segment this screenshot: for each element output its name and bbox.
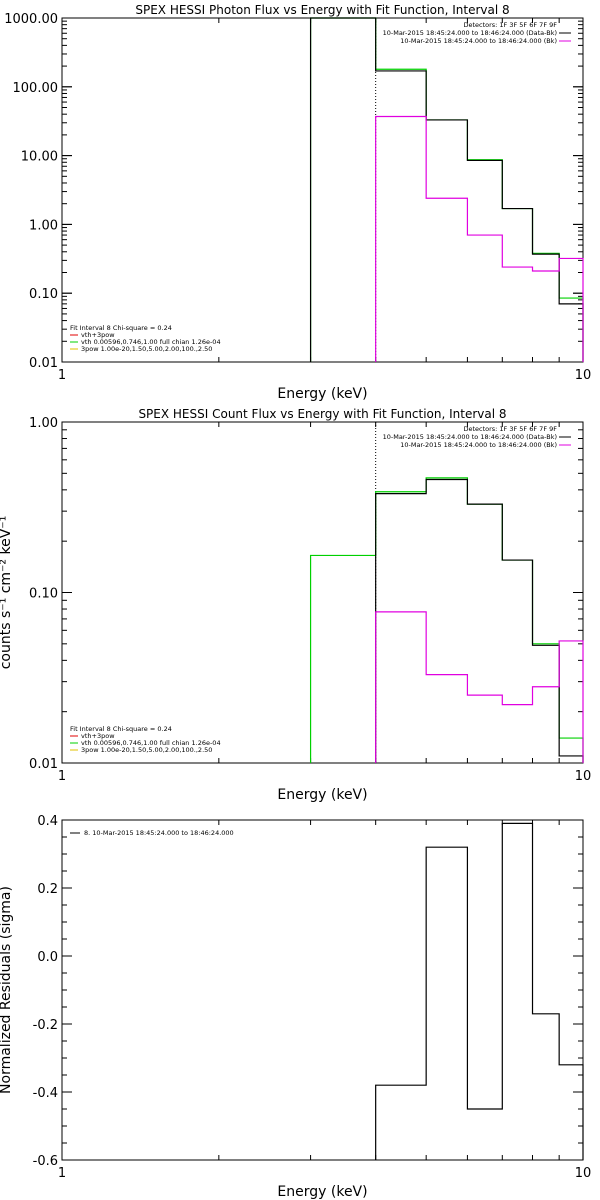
fit-legend-item: vth+3pow	[81, 331, 115, 339]
y-axis-label: Normalized Residuals (sigma)	[0, 886, 14, 1094]
y-tick-label: 0.10	[29, 287, 58, 302]
y-axis-label: counts s⁻¹ cm⁻² keV⁻¹	[0, 516, 14, 670]
series-2-line	[309, 17, 584, 362]
y-tick-label: 0.01	[29, 757, 58, 772]
plot-frame	[61, 819, 584, 1161]
plot-frame	[61, 421, 584, 764]
fit-legend-item: vth+3pow	[81, 732, 115, 740]
x-tick-label: 10	[575, 368, 592, 383]
x-tick-label: 10	[575, 769, 592, 784]
x-tick-label: 1	[58, 368, 66, 383]
y-tick-label: 0.10	[29, 587, 58, 602]
fit-legend-item: vth 0.00596,0.746,1.00 full chian 1.26e-…	[81, 338, 221, 346]
fit-legend-item: 3pow 1.00e-20,1.50,5.00,2.00,100.,2.50	[81, 746, 212, 754]
x-axis-label: Energy (keV)	[277, 386, 367, 402]
chart-panel-2: SPEX HESSI Count Flux vs Energy with Fit…	[0, 407, 591, 803]
series-1-line	[375, 822, 584, 1160]
y-tick-label: 1000.00	[4, 12, 58, 27]
y-tick-label: -0.2	[33, 1018, 58, 1033]
series-3-line	[375, 115, 584, 362]
y-tick-label: 0.4	[37, 814, 58, 829]
series-2-line	[375, 478, 584, 763]
legend-item: 10-Mar-2015 18:45:24.000 to 18:46:24.000…	[400, 37, 557, 45]
y-tick-label: 1.00	[29, 218, 58, 233]
y-tick-label: -0.6	[33, 1154, 58, 1169]
x-axis-label: Energy (keV)	[277, 787, 367, 803]
chart-panel-3: 1 10 Energy (keV) -0.6 -0.4 -0.2 0.0 0.2 0.4 Norm…	[0, 814, 591, 1200]
fit-legend-header: Fit Interval 8 Chi-square = 0.24	[70, 725, 172, 733]
legend-item: 8. 10-Mar-2015 18:45:24.000 to 18:46:24.…	[84, 829, 234, 837]
y-tick-label: 100.00	[13, 81, 59, 96]
x-axis-label: Energy (keV)	[277, 1184, 367, 1200]
y-tick-label: 0.0	[37, 950, 58, 965]
fit-legend-item: 3pow 1.00e-20,1.50,5.00,2.00,100.,2.50	[81, 345, 212, 353]
legend-item: 10-Mar-2015 18:45:24.000 to 18:46:24.000…	[383, 433, 557, 441]
x-tick-label: 1	[58, 769, 66, 784]
series-1-line	[309, 477, 584, 763]
fit-legend-header: Fit Interval 8 Chi-square = 0.24	[70, 324, 172, 332]
legend-header: Detectors: 1F 3F 5F 6F 7F 9F	[463, 21, 557, 29]
chart-title: SPEX HESSI Count Flux vs Energy with Fit…	[138, 407, 506, 421]
chart-panel-1: SPEX HESSI Photon Flux vs Energy with Fi…	[4, 3, 591, 402]
chart-title: SPEX HESSI Photon Flux vs Energy with Fi…	[135, 3, 509, 17]
legend-item: 10-Mar-2015 18:45:24.000 to 18:46:24.000…	[383, 29, 557, 37]
fit-legend-item: vth 0.00596,0.746,1.00 full chian 1.26e-…	[81, 739, 221, 747]
y-tick-label: 10.00	[21, 150, 58, 165]
series-1-line	[309, 17, 584, 362]
y-tick-label: 0.2	[37, 882, 58, 897]
y-tick-label: -0.4	[33, 1086, 58, 1101]
series-3-line	[375, 611, 584, 763]
x-tick-label: 10	[575, 1166, 592, 1181]
legend-header: Detectors: 1F 3F 5F 6F 7F 9F	[463, 425, 557, 433]
x-tick-label: 1	[58, 1166, 66, 1181]
y-tick-label: 1.00	[29, 416, 58, 431]
plot-frame	[61, 17, 584, 363]
y-tick-label: 0.01	[29, 356, 58, 371]
legend-item: 10-Mar-2015 18:45:24.000 to 18:46:24.000…	[400, 441, 557, 449]
